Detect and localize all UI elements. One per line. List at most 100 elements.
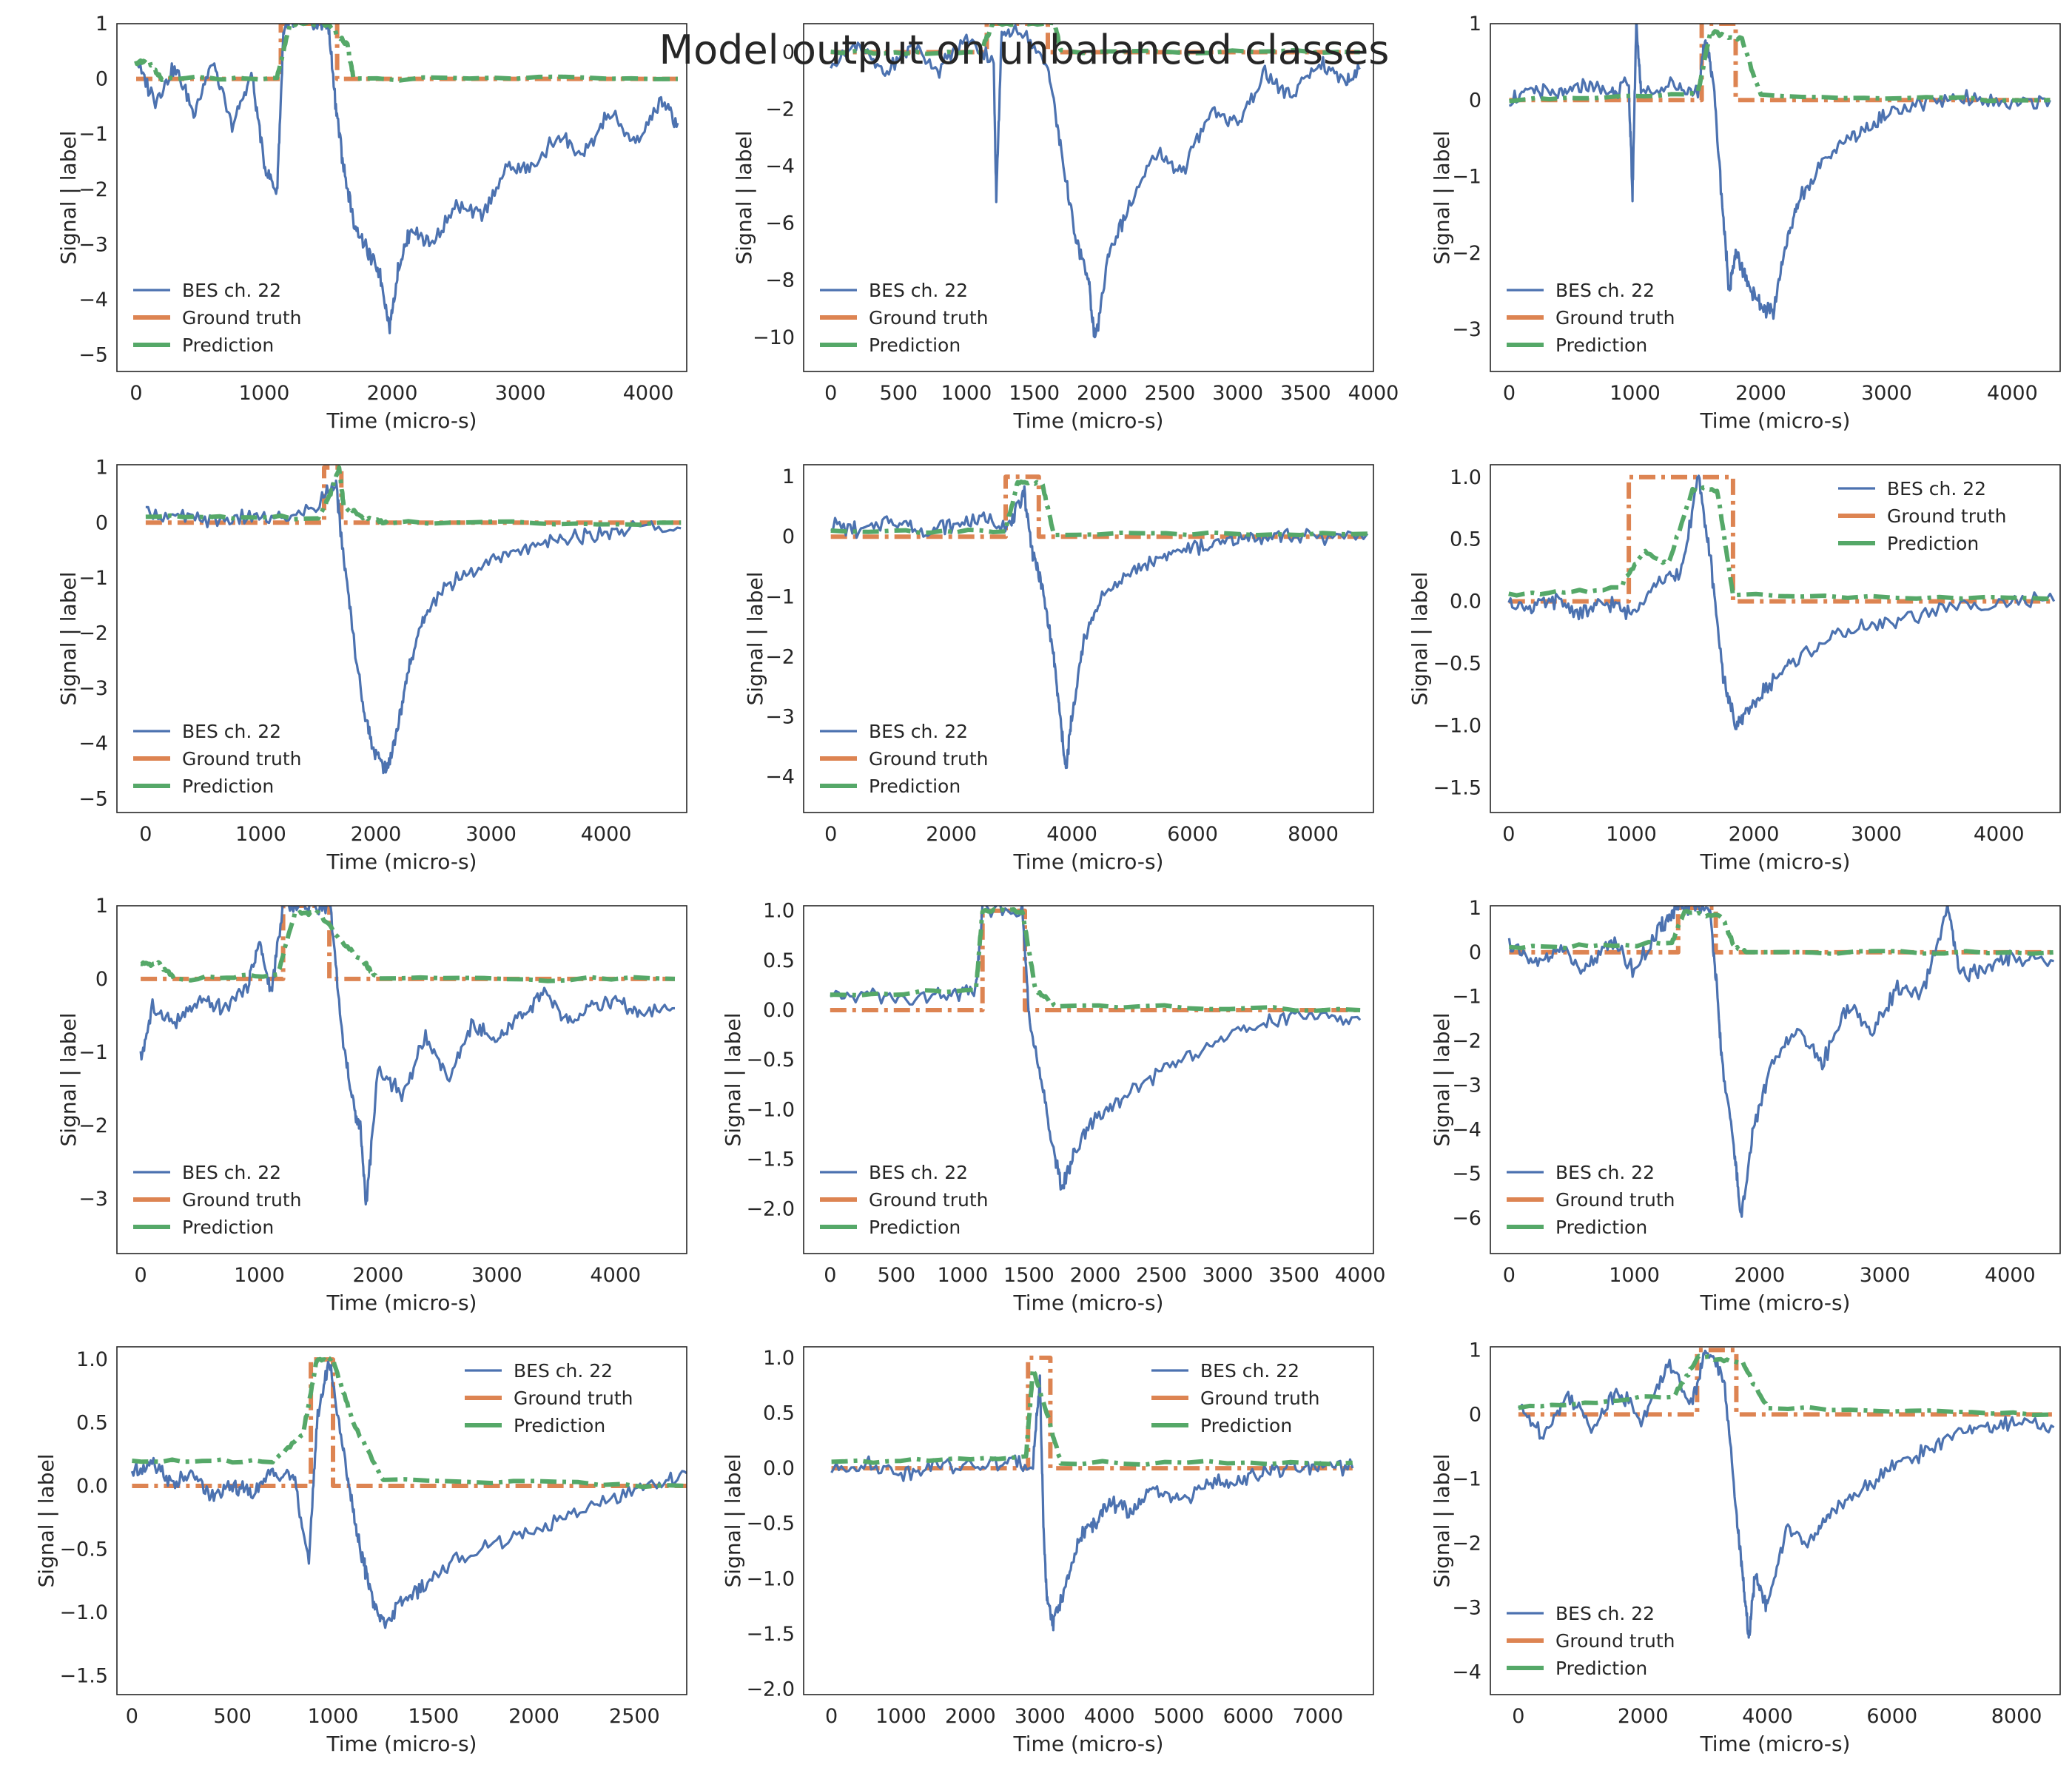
x-tick-label: 0 bbox=[139, 823, 152, 846]
y-tick-label: −5 bbox=[78, 787, 108, 810]
y-tick-label: −1 bbox=[78, 567, 108, 590]
x-tick-label: 8000 bbox=[1991, 1705, 2042, 1728]
x-axis-label: Time (micro-s) bbox=[326, 850, 477, 874]
y-tick-label: −1.0 bbox=[746, 1098, 795, 1121]
y-tick-label: −0.5 bbox=[59, 1538, 108, 1561]
subplot-4: 0 1000 2000 3000 4000 1 0 −1 −2 −3 −4 −5 Time (micro… bbox=[56, 457, 687, 874]
legend-label-truth: Ground truth bbox=[869, 1189, 988, 1211]
y-tick-label: −2 bbox=[765, 98, 795, 121]
y-tick-label: −1 bbox=[1452, 166, 1481, 189]
legend-label-truth: Ground truth bbox=[182, 748, 301, 770]
y-tick-label: −1 bbox=[1452, 1467, 1481, 1490]
series-signal bbox=[830, 1374, 1354, 1632]
series-prediction bbox=[830, 480, 1368, 538]
legend-label-signal: BES ch. 22 bbox=[1555, 1162, 1655, 1183]
y-tick-label: −4 bbox=[765, 155, 795, 178]
x-axis-label: Time (micro-s) bbox=[326, 1291, 477, 1315]
axes-frame bbox=[803, 905, 1374, 1254]
x-tick-label: 1000 bbox=[308, 1705, 359, 1728]
y-tick-label: 1 bbox=[95, 457, 108, 480]
x-tick-label: 3000 bbox=[1212, 382, 1263, 405]
x-tick-label: 0 bbox=[825, 1705, 838, 1728]
x-tick-label: 0 bbox=[134, 1264, 147, 1287]
y-tick-label: −3 bbox=[1452, 1597, 1481, 1620]
subplot-11: 0 1000 2000 3000 4000 5000 6000 7000 1.0 0.5 0.0 −0… bbox=[721, 1346, 1374, 1756]
x-tick-label: 1000 bbox=[235, 823, 286, 846]
x-tick-label: 3000 bbox=[1860, 1264, 1911, 1287]
legend-label-prediction: Prediction bbox=[182, 334, 274, 356]
y-axis-label: Signal | label bbox=[56, 131, 81, 265]
subplot-1: 0 1000 2000 3000 4000 1 0 −1 −2 −3 −4 −5 Time (micro… bbox=[56, 13, 687, 433]
legend: BES ch. 22 Ground truth Prediction bbox=[1151, 1360, 1319, 1436]
x-tick-label: 2000 bbox=[367, 382, 418, 405]
x-tick-label: 1000 bbox=[239, 382, 290, 405]
x-tick-label: 2000 bbox=[1729, 823, 1780, 846]
y-tick-label: −10 bbox=[753, 326, 795, 349]
x-tick-label: 6000 bbox=[1866, 1705, 1917, 1728]
x-tick-label: 3500 bbox=[1280, 382, 1331, 405]
y-tick-label: 0 bbox=[1469, 941, 1481, 964]
series-signal bbox=[830, 24, 1361, 339]
y-tick-label: 1.0 bbox=[76, 1348, 108, 1371]
x-tick-label: 1500 bbox=[1003, 1264, 1054, 1287]
x-tick-label: 7000 bbox=[1293, 1705, 1344, 1728]
axes-frame bbox=[116, 464, 687, 813]
x-tick-label: 3000 bbox=[1861, 382, 1912, 405]
y-tick-label: 1 bbox=[782, 465, 795, 488]
y-tick-label: −3 bbox=[78, 1188, 108, 1211]
figure-title: Model output on unbalanced classes bbox=[659, 27, 1390, 73]
series-truth bbox=[132, 1357, 687, 1488]
x-tick-label: 4000 bbox=[623, 382, 674, 405]
legend-label-truth: Ground truth bbox=[514, 1388, 633, 1409]
y-tick-label: 1 bbox=[1469, 13, 1481, 36]
y-tick-label: 1.0 bbox=[763, 1347, 795, 1370]
y-axis-label: Signal | label bbox=[721, 1454, 745, 1588]
legend-label-signal: BES ch. 22 bbox=[1200, 1360, 1299, 1382]
series-prediction bbox=[830, 906, 1361, 1013]
subplot-7: 0 1000 2000 3000 4000 1 0 −1 −2 −3 Time (micro-s) S… bbox=[56, 895, 687, 1315]
series-truth bbox=[830, 474, 1368, 539]
x-tick-label: 2000 bbox=[1618, 1705, 1669, 1728]
y-axis-label: Signal | label bbox=[1430, 1454, 1454, 1588]
x-axis-label: Time (micro-s) bbox=[1700, 408, 1851, 433]
legend-label-prediction: Prediction bbox=[869, 334, 961, 356]
x-tick-label: 500 bbox=[213, 1705, 252, 1728]
y-tick-label: 0 bbox=[95, 511, 108, 534]
axes-frame bbox=[116, 905, 687, 1254]
legend-label-prediction: Prediction bbox=[514, 1415, 605, 1436]
legend-label-signal: BES ch. 22 bbox=[1555, 1603, 1655, 1624]
x-tick-label: 0 bbox=[824, 382, 837, 405]
y-tick-label: 0.5 bbox=[1450, 528, 1481, 551]
y-tick-label: −1.0 bbox=[59, 1601, 108, 1624]
x-tick-label: 2000 bbox=[1070, 1264, 1121, 1287]
y-tick-label: −3 bbox=[1452, 318, 1481, 341]
legend-label-truth: Ground truth bbox=[1555, 1189, 1675, 1211]
y-tick-label: 1.0 bbox=[1450, 466, 1481, 489]
x-tick-label: 0 bbox=[126, 1705, 138, 1728]
subplot-8: 0 500 1000 1500 2000 2500 3000 3500 4000 1.0 0.5 0.… bbox=[721, 900, 1385, 1315]
x-tick-label: 2500 bbox=[1136, 1264, 1187, 1287]
subplot-9: 0 1000 2000 3000 4000 1 0 −1 −2 −3 −4 −5 −6 Time (mic… bbox=[1430, 897, 2061, 1315]
y-tick-label: 0.5 bbox=[76, 1412, 108, 1435]
y-tick-label: 0 bbox=[95, 968, 108, 991]
x-tick-label: 4000 bbox=[1084, 1705, 1135, 1728]
y-tick-label: −1 bbox=[1452, 986, 1481, 1009]
y-tick-label: −1.5 bbox=[746, 1148, 795, 1171]
series-truth bbox=[1509, 24, 2051, 103]
legend: BES ch. 22 Ground truth Prediction bbox=[820, 721, 988, 797]
x-axis-label: Time (micro-s) bbox=[1700, 850, 1851, 874]
legend-label-signal: BES ch. 22 bbox=[182, 721, 281, 742]
subplot-3: 0 1000 2000 3000 4000 1 0 −1 −2 −3 Time (micro-s) S… bbox=[1430, 13, 2061, 433]
axes-frame bbox=[116, 23, 687, 372]
legend-label-prediction: Prediction bbox=[1555, 334, 1647, 356]
y-tick-label: −1.0 bbox=[1433, 715, 1481, 738]
legend-label-truth: Ground truth bbox=[1887, 505, 2006, 527]
legend-label-signal: BES ch. 22 bbox=[869, 721, 968, 742]
x-tick-label: 0 bbox=[824, 823, 837, 846]
x-tick-label: 1000 bbox=[875, 1705, 926, 1728]
y-axis-label: Signal | label bbox=[34, 1454, 58, 1588]
x-tick-label: 3000 bbox=[1015, 1705, 1066, 1728]
x-tick-label: 0 bbox=[1503, 1264, 1516, 1287]
